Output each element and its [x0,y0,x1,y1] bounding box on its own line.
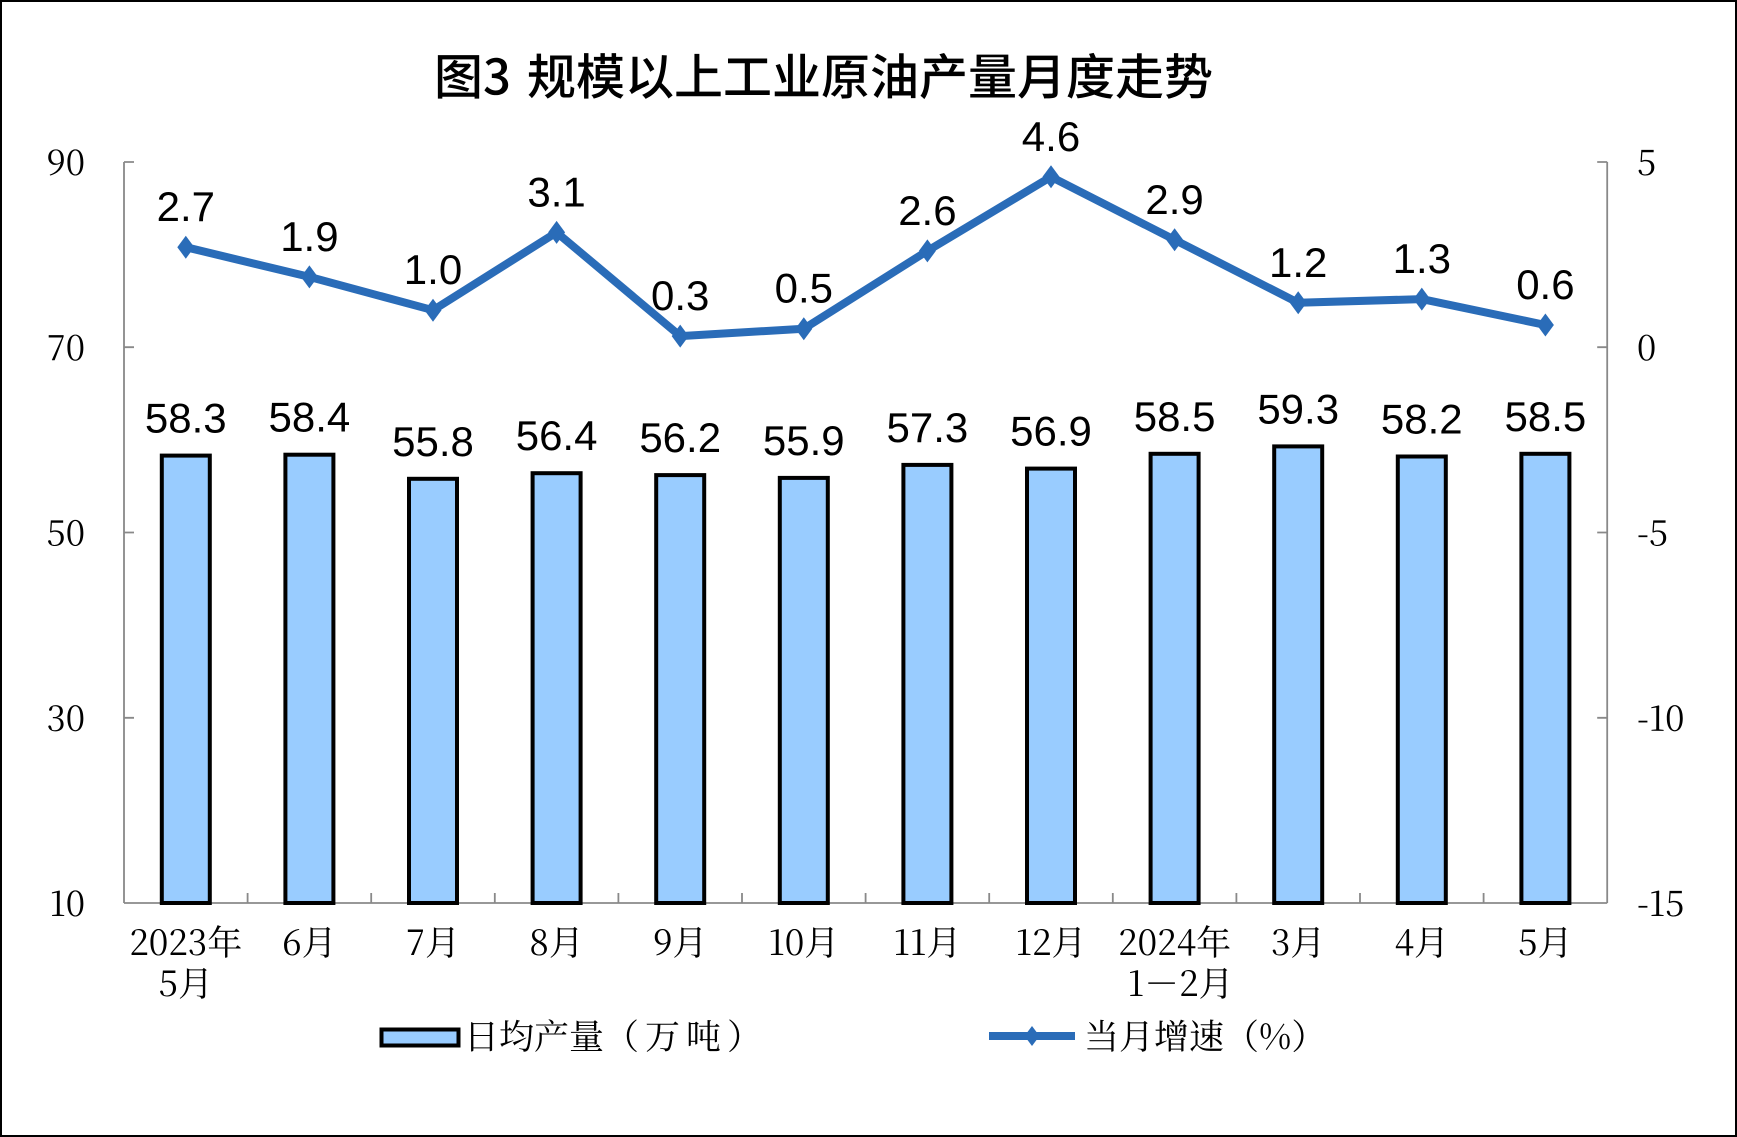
svg-text:56.4: 56.4 [516,412,598,459]
svg-text:2.9: 2.9 [1145,176,1203,223]
svg-text:58.4: 58.4 [269,394,351,441]
svg-text:1.2: 1.2 [1269,239,1327,286]
svg-text:57.3: 57.3 [887,404,969,451]
svg-text:59.3: 59.3 [1257,385,1339,432]
svg-text:1.0: 1.0 [404,246,462,293]
svg-text:1.9: 1.9 [280,213,338,260]
svg-text:58.3: 58.3 [145,395,227,442]
svg-text:58.5: 58.5 [1134,393,1216,440]
svg-text:0.6: 0.6 [1516,261,1574,308]
svg-text:2.7: 2.7 [157,183,215,230]
svg-text:0.3: 0.3 [651,272,709,319]
svg-text:0.5: 0.5 [775,265,833,312]
svg-text:1.3: 1.3 [1393,235,1451,282]
svg-text:55.9: 55.9 [763,417,845,464]
svg-text:58.2: 58.2 [1381,396,1463,443]
svg-text:3.1: 3.1 [527,168,585,215]
svg-text:2.6: 2.6 [898,187,956,234]
svg-text:56.2: 56.2 [639,414,721,461]
svg-text:55.8: 55.8 [392,418,474,465]
svg-text:56.9: 56.9 [1010,408,1092,455]
svg-text:4.6: 4.6 [1022,113,1080,160]
svg-text:58.5: 58.5 [1505,393,1587,440]
